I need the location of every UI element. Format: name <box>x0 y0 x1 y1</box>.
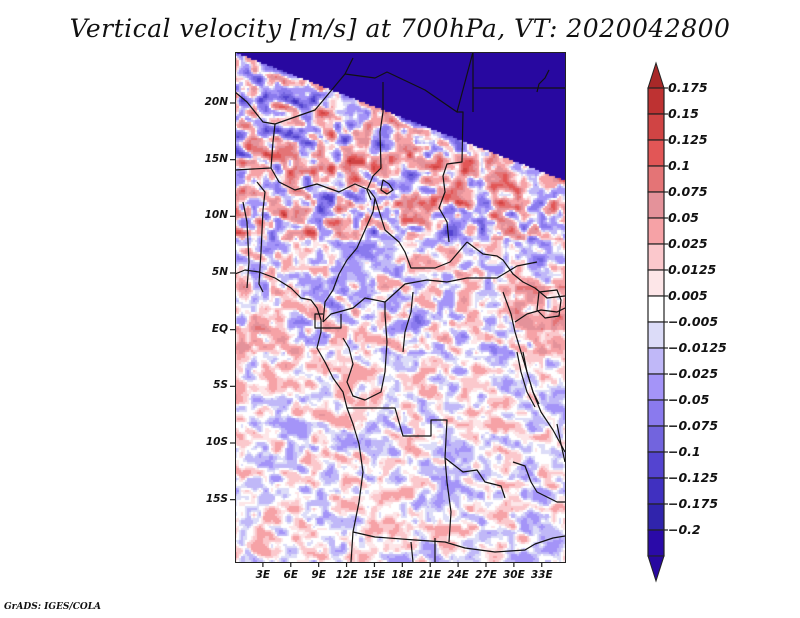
colorbar-swatch <box>647 165 665 193</box>
colorbar-label: −0.0125 <box>668 340 727 355</box>
lake-victoria <box>536 289 562 319</box>
colorbar-swatch <box>647 269 665 297</box>
border-line <box>410 541 414 562</box>
colorbar-label: 0.075 <box>668 184 708 199</box>
border-line <box>438 111 464 243</box>
lat-tick-label: 20N <box>204 96 228 108</box>
border-line <box>366 82 384 201</box>
colorbar-label: −0.025 <box>668 366 719 381</box>
colorbar-swatch <box>647 399 665 427</box>
lon-tick-label: 3E <box>255 569 271 581</box>
colorbar-label: −0.05 <box>668 392 710 407</box>
colorbar-swatch <box>647 347 665 375</box>
colorbar-label: −0.125 <box>668 470 719 485</box>
coastline <box>235 269 364 562</box>
lon-tick-label: 24E <box>447 569 469 581</box>
border-line <box>466 241 565 299</box>
border-line <box>444 457 452 543</box>
lat-tick-label: 15S <box>205 492 228 505</box>
border-line <box>322 261 538 323</box>
colorbar-swatch <box>647 321 665 349</box>
lat-tick-label: EQ <box>211 322 228 335</box>
border-line <box>512 461 565 503</box>
colorbar-swatch <box>647 425 665 453</box>
lake-tanganyika <box>516 351 540 408</box>
lat-tick-label: 10S <box>205 436 228 448</box>
colorbar-swatch <box>647 217 665 245</box>
colorbar-label: 0.175 <box>668 80 708 95</box>
colorbar-swatch <box>647 451 665 479</box>
border-line <box>374 197 468 269</box>
colorbar-swatch <box>647 503 665 531</box>
border-line <box>270 167 376 199</box>
lon-tick-label: 27E <box>475 569 497 581</box>
colorbar-label: 0.0125 <box>668 262 717 277</box>
lat-tick-label: 5N <box>211 266 228 278</box>
border-line <box>256 181 266 293</box>
border-line <box>314 313 342 329</box>
border-line <box>342 302 388 401</box>
map-plot-area <box>235 52 565 562</box>
border-line <box>235 123 276 171</box>
colorbar-extend-min <box>647 555 665 583</box>
lon-tick-label: 9E <box>311 569 326 581</box>
lon-tick-label: 18E <box>391 569 414 581</box>
vertical-velocity-field <box>235 52 565 562</box>
colorbar-swatch <box>647 191 665 219</box>
border-line <box>352 531 565 553</box>
country-borders <box>235 52 565 562</box>
colorbar-label: −0.175 <box>668 496 719 511</box>
lake-chad <box>380 179 394 195</box>
lon-tick-label: 33E <box>530 569 553 581</box>
border-line <box>322 197 376 323</box>
grads-credit: GrADS: IGES/COLA <box>4 602 102 612</box>
border-line <box>347 407 506 499</box>
colorbar-label: 0.125 <box>668 132 708 147</box>
lat-tick-label: 15N <box>204 152 228 165</box>
colorbar-label: 0.005 <box>668 288 708 303</box>
colorbar-label: −0.2 <box>668 522 701 537</box>
lon-tick-label: 30E <box>502 569 525 581</box>
colorbar-extend-max <box>647 61 665 89</box>
colorbar-swatch <box>647 87 665 115</box>
lon-tick-label: 6E <box>283 569 298 581</box>
colorbar-label: 0.025 <box>668 236 708 251</box>
border-line <box>402 291 414 353</box>
colorbar-label: 0.05 <box>668 210 699 225</box>
map-title: Vertical velocity [m/s] at 700hPa, VT: 2… <box>69 14 731 43</box>
lat-tick-label: 10N <box>204 209 228 222</box>
lon-tick-label: 21E <box>419 569 442 581</box>
colorbar-label: 0.1 <box>668 158 691 173</box>
border-line <box>344 52 474 113</box>
lake-turkana <box>536 69 550 93</box>
colorbar-label: −0.005 <box>668 314 719 329</box>
colorbar-swatch <box>647 113 665 141</box>
lon-tick-label: 12E <box>335 569 358 581</box>
colorbar-label: −0.1 <box>668 444 701 459</box>
colorbar-swatch <box>647 243 665 271</box>
colorbar-swatch <box>647 529 665 557</box>
lon-tick-label: 15E <box>363 569 386 581</box>
colorbar-swatch <box>647 295 665 323</box>
colorbar-swatch <box>647 373 665 401</box>
colorbar-label: −0.075 <box>668 418 719 433</box>
lake-malawi <box>556 423 565 463</box>
colorbar-swatch <box>647 477 665 505</box>
border-line <box>235 57 354 125</box>
lat-tick-label: 5S <box>213 379 228 392</box>
colorbar-swatch <box>647 139 665 167</box>
border-line <box>514 307 565 323</box>
colorbar-label: 0.15 <box>668 106 699 121</box>
border-line <box>242 201 250 289</box>
